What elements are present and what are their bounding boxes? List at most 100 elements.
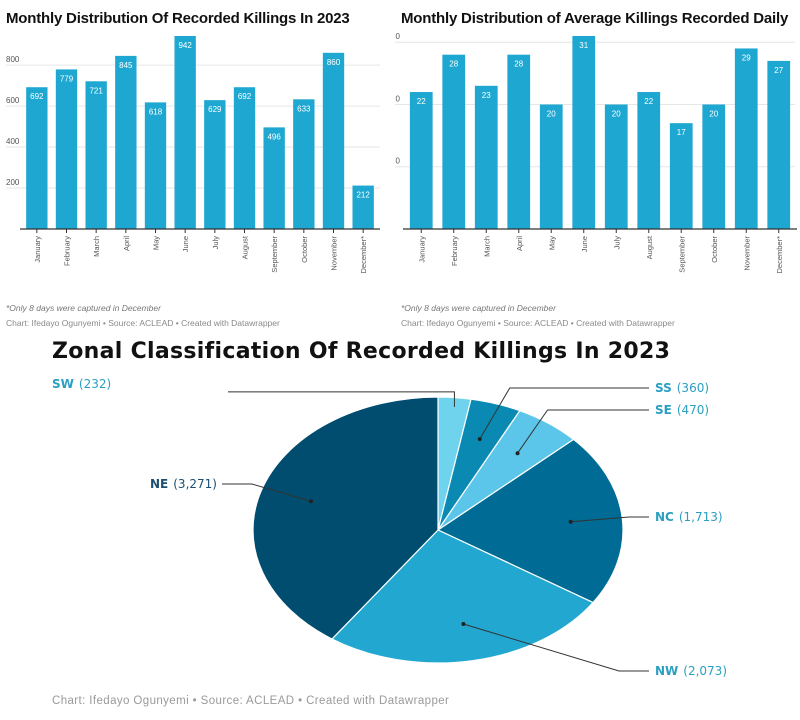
data-label: 22 (417, 97, 426, 106)
y-tick-label: 200 (6, 178, 20, 187)
x-tick-label: January (33, 236, 42, 263)
leader-line (479, 387, 649, 440)
bar-chart-canvas: 10 20 30 22 January 28 February 23 March 28 April 2… (395, 32, 797, 274)
x-tick-label: January (417, 236, 426, 263)
x-tick-label: May (547, 236, 556, 250)
x-tick-label: June (181, 236, 190, 252)
leader-dot (568, 519, 573, 524)
data-label: 942 (178, 41, 192, 50)
data-label: 496 (267, 132, 281, 141)
bar (572, 36, 596, 229)
bar (604, 104, 628, 229)
x-tick-label: December* (359, 236, 368, 274)
bar (144, 102, 167, 229)
bar (352, 185, 374, 229)
x-tick-label: September (270, 235, 279, 272)
x-tick-label: February (450, 236, 459, 266)
data-label: 20 (547, 109, 556, 118)
bar-chart-canvas: 200 400 600 800 692 January 779 February 721 Marc… (6, 36, 380, 274)
pie-slice-nw (330, 529, 595, 664)
data-label: 618 (149, 107, 163, 116)
bar (85, 81, 107, 229)
data-label: 23 (482, 91, 491, 100)
bar-chart-monthly-killings: Monthly Distribution Of Recorded Killing… (0, 0, 395, 335)
data-label: 20 (612, 109, 621, 118)
x-tick-label: April (122, 236, 131, 251)
chart-credit: Chart: Ifedayo Ogunyemi • Source: ACLEAD… (6, 318, 280, 328)
x-tick-label: March (482, 236, 491, 257)
data-label: 28 (514, 60, 523, 69)
x-tick-label: November (330, 236, 339, 271)
x-tick-label: October (300, 236, 309, 263)
y-tick-label: 400 (6, 137, 20, 146)
x-tick-label: December* (775, 236, 784, 274)
bar (702, 104, 726, 229)
x-tick-label: February (63, 236, 72, 266)
leader-line (570, 516, 649, 523)
pie-label-nw: NW (2,073) (655, 664, 727, 678)
chart-note: *Only 8 days were captured in December (401, 303, 556, 313)
x-tick-label: August (645, 235, 654, 259)
pie-label-nc: NC (1,713) (655, 510, 723, 524)
bar (734, 48, 758, 229)
chart-title: Monthly Distribution of Average Killings… (401, 10, 789, 27)
x-tick-label: March (92, 236, 101, 257)
chart-title: Zonal Classification Of Recorded Killing… (52, 339, 671, 364)
x-tick-label: October (710, 236, 719, 263)
leader-dot (461, 622, 466, 627)
bar (409, 92, 433, 229)
chart-note: *Only 8 days were captured in December (6, 303, 161, 313)
pie-chart-canvas: SW (232) SS (360) SE (470) NC (1,713) NW (2,073) N… (52, 377, 727, 678)
pie-slice-nc (436, 438, 624, 604)
data-label: 27 (774, 66, 783, 75)
bar (539, 104, 563, 229)
data-label: 860 (327, 58, 341, 67)
data-label: 692 (30, 92, 44, 101)
chart-credit: Chart: Ifedayo Ogunyemi • Source: ACLEAD… (52, 695, 450, 707)
bar (442, 54, 466, 230)
bar (204, 100, 226, 229)
pie-chart-zonal-killings: Zonal Classification Of Recorded Killing… (0, 335, 800, 720)
leader-dot (477, 437, 482, 442)
bar (174, 36, 196, 229)
pie-label-ss: SS (360) (655, 381, 709, 395)
y-tick-label: 600 (6, 96, 20, 105)
x-tick-label: April (515, 236, 524, 251)
data-label: 31 (579, 41, 588, 50)
leader-line (517, 409, 649, 454)
y-tick-label: 30 (395, 32, 400, 41)
y-tick-label: 800 (6, 55, 20, 64)
bar (233, 87, 256, 229)
x-tick-label: August (241, 235, 250, 259)
pie-label-se: SE (470) (655, 403, 709, 417)
x-tick-label: June (580, 236, 589, 252)
bar (669, 123, 693, 229)
leader-line (222, 483, 312, 502)
leader-dot (515, 451, 520, 456)
data-label: 779 (60, 74, 74, 83)
data-label: 28 (449, 60, 458, 69)
bar (293, 99, 315, 229)
data-label: 17 (677, 128, 686, 137)
leader-dot (308, 499, 313, 504)
data-label: 29 (742, 53, 751, 62)
bar (637, 92, 661, 229)
chart-title: Monthly Distribution Of Recorded Killing… (6, 10, 350, 27)
bar-chart-average-daily-killings: Monthly Distribution of Average Killings… (395, 0, 800, 335)
bar (474, 85, 498, 229)
data-label: 692 (238, 92, 252, 101)
x-tick-label: July (211, 236, 220, 250)
x-tick-label: May (152, 236, 161, 250)
data-label: 629 (208, 105, 222, 114)
pie-slice-ne (252, 396, 439, 640)
data-label: 212 (356, 191, 370, 200)
bar (507, 54, 531, 230)
data-label: 721 (89, 86, 103, 95)
pie-label-sw: SW (232) (52, 377, 111, 391)
leader-line (228, 391, 455, 407)
y-tick-label: 10 (395, 157, 400, 166)
bar (55, 69, 78, 229)
leader-line (463, 623, 649, 672)
bar (263, 127, 285, 229)
bar (26, 87, 48, 229)
